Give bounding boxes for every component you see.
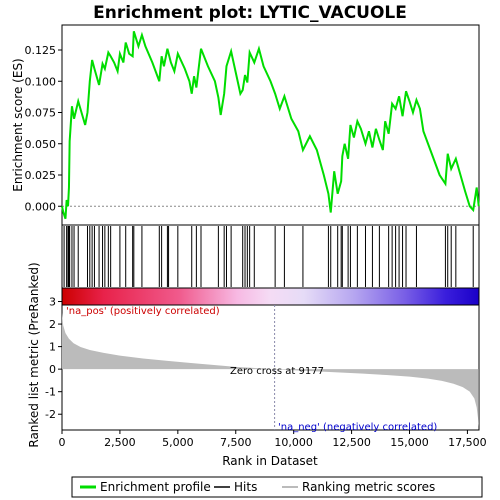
metric-ytick-label: 2	[49, 318, 56, 331]
metric-xlabel: Rank in Dataset	[222, 454, 318, 468]
neg-label: 'na_neg' (negatively correlated)	[278, 422, 437, 433]
zero-cross-label: Zero cross at 9177	[230, 366, 324, 377]
legend-enrichment-label: Enrichment profile	[100, 480, 211, 494]
metric-xtick-label: 0	[59, 436, 66, 449]
es-ytick-label: 0.075	[25, 107, 57, 120]
legend: Enrichment profile Hits Ranking metric sco…	[80, 480, 435, 494]
es-ytick-label: 0.125	[25, 44, 57, 57]
es-axis: 0.000 0.025 0.050 0.075 0.100 0.125	[25, 44, 479, 213]
rank-color-bar	[61, 287, 480, 306]
metric-ylabel: Ranked list metric (PreRanked)	[27, 262, 41, 447]
metric-xtick-label: 10,000	[274, 436, 313, 449]
es-ytick-label: 0.100	[25, 75, 57, 88]
metric-ytick-label: -2	[45, 408, 56, 421]
ranking-metric-area	[62, 312, 479, 427]
metric-xtick-label: 12,500	[332, 436, 371, 449]
metric-ytick-label: 3	[49, 296, 56, 309]
metric-axis: -2 -1 0 1 2 3 0 2,500 5,000 7,500 10,000 12,500 15,0…	[45, 296, 487, 449]
es-ytick-label: 0.025	[25, 169, 57, 182]
metric-ytick-label: -1	[45, 386, 56, 399]
metric-ytick-label: 1	[49, 341, 56, 354]
metric-xtick-label: 5,000	[162, 436, 194, 449]
es-ytick-label: 0.050	[25, 138, 57, 151]
es-ylabel: Enrichment score (ES)	[11, 58, 25, 191]
metric-xtick-label: 2,500	[104, 436, 136, 449]
legend-box	[71, 476, 483, 498]
metric-xtick-label: 15,000	[390, 436, 429, 449]
chart-title: Enrichment plot: LYTIC_VACUOLE	[93, 3, 407, 23]
legend-hits-label: Hits	[234, 480, 257, 494]
metric-ytick-label: 0	[49, 363, 56, 376]
es-ytick-label: 0.000	[25, 200, 57, 213]
hits-ticks	[63, 226, 474, 287]
enrichment-profile-line	[61, 30, 480, 220]
pos-label: 'na_pos' (positively correlated)	[66, 306, 220, 317]
metric-xtick-label: 17,500	[448, 436, 487, 449]
legend-metric-label: Ranking metric scores	[302, 480, 435, 494]
metric-xtick-label: 7,500	[220, 436, 252, 449]
es-panel-frame	[61, 24, 480, 226]
